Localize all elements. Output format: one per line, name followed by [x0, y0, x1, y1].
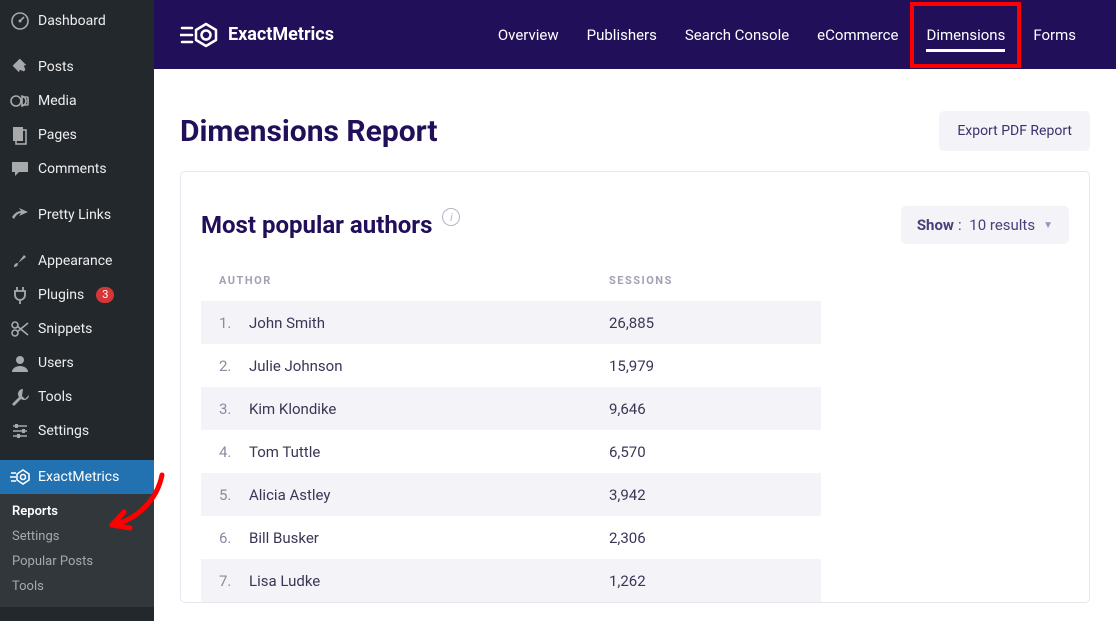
sidebar-item-label: Tools: [38, 389, 72, 405]
sidebar-item-pages[interactable]: Pages: [0, 118, 154, 152]
brand-logo-icon: [180, 21, 218, 49]
table-row: 1.John Smith26,885: [201, 301, 821, 344]
row-sessions: 1,262: [609, 572, 821, 590]
sidebar-item-label: Dashboard: [38, 13, 106, 29]
sidebar-item-label: Pages: [38, 127, 77, 143]
th-author: AUTHOR: [219, 274, 609, 287]
nav-overview[interactable]: Overview: [484, 4, 573, 66]
sidebar-item-snippets[interactable]: Snippets: [0, 312, 154, 346]
row-number: 5.: [219, 486, 249, 504]
comment-icon: [10, 159, 30, 179]
row-author: Julie Johnson: [249, 357, 609, 375]
sidebar-item-label: Pretty Links: [38, 207, 111, 223]
wp-admin-sidebar: Dashboard Posts Media Pages Comments Pretty L…: [0, 0, 154, 621]
row-number: 7.: [219, 572, 249, 590]
sidebar-item-label: Comments: [38, 161, 107, 177]
table-row: 6.Bill Busker2,306: [201, 516, 821, 559]
brand-label: ExactMetrics: [228, 24, 334, 45]
page-title: Dimensions Report: [180, 114, 438, 149]
pin-icon: [10, 57, 30, 77]
row-author: Tom Tuttle: [249, 443, 609, 461]
sliders-icon: [10, 421, 30, 441]
row-author: Lisa Ludke: [249, 572, 609, 590]
row-author: Kim Klondike: [249, 400, 609, 418]
sidebar-item-appearance[interactable]: Appearance: [0, 244, 154, 278]
sidebar-item-comments[interactable]: Comments: [0, 152, 154, 186]
row-number: 6.: [219, 529, 249, 547]
row-sessions: 9,646: [609, 400, 821, 418]
submenu-item-popular-posts[interactable]: Popular Posts: [0, 549, 154, 574]
row-number: 3.: [219, 400, 249, 418]
info-icon[interactable]: i: [442, 208, 460, 226]
sidebar-item-label: Appearance: [38, 253, 112, 269]
sidebar-item-dashboard[interactable]: Dashboard: [0, 4, 154, 38]
authors-table: AUTHOR SESSIONS 1.John Smith26,8852.Juli…: [201, 274, 821, 602]
wrench-icon: [10, 387, 30, 407]
row-number: 4.: [219, 443, 249, 461]
sidebar-item-label: Posts: [38, 59, 74, 75]
sidebar-item-label: ExactMetrics: [38, 469, 119, 485]
wp-submenu: ReportsSettingsPopular PostsTools: [0, 494, 154, 607]
table-row: 5.Alicia Astley3,942: [201, 473, 821, 516]
row-number: 1.: [219, 314, 249, 332]
submenu-item-settings[interactable]: Settings: [0, 524, 154, 549]
section-title: Most popular authors: [201, 211, 432, 239]
nav-search-console[interactable]: Search Console: [671, 4, 803, 66]
content: Dimensions Report Export PDF Report Most…: [154, 69, 1116, 621]
sidebar-item-label: Plugins: [38, 287, 84, 303]
row-sessions: 6,570: [609, 443, 821, 461]
brand: ExactMetrics: [180, 21, 334, 49]
dashboard-icon: [10, 11, 30, 31]
media-icon: [10, 91, 30, 111]
pages-icon: [10, 125, 30, 145]
prettylinks-icon: [10, 205, 30, 225]
table-row: 4.Tom Tuttle6,570: [201, 430, 821, 473]
em-topnav: ExactMetrics OverviewPublishersSearch Co…: [154, 0, 1116, 69]
nav-publishers[interactable]: Publishers: [573, 4, 671, 66]
row-sessions: 3,942: [609, 486, 821, 504]
nav-dimensions[interactable]: Dimensions: [912, 4, 1019, 66]
row-sessions: 26,885: [609, 314, 821, 332]
sidebar-item-media[interactable]: Media: [0, 84, 154, 118]
sidebar-item-posts[interactable]: Posts: [0, 50, 154, 84]
th-sessions: SESSIONS: [609, 274, 821, 287]
export-pdf-button[interactable]: Export PDF Report: [939, 111, 1090, 151]
chevron-down-icon: ▼: [1043, 220, 1053, 231]
sidebar-item-plugins[interactable]: Plugins 3: [0, 278, 154, 312]
update-badge: 3: [96, 287, 114, 303]
sidebar-item-pretty-links[interactable]: Pretty Links: [0, 198, 154, 232]
submenu-item-reports[interactable]: Reports: [0, 499, 154, 524]
plug-icon: [10, 285, 30, 305]
sidebar-item-tools[interactable]: Tools: [0, 380, 154, 414]
sidebar-item-label: Users: [38, 355, 74, 371]
sidebar-item-label: Settings: [38, 423, 89, 439]
sidebar-item-settings[interactable]: Settings: [0, 414, 154, 448]
sidebar-item-label: Snippets: [38, 321, 92, 337]
user-icon: [10, 353, 30, 373]
nav-ecommerce[interactable]: eCommerce: [803, 4, 912, 66]
show-label: Show: [917, 216, 954, 234]
show-value: 10 results: [969, 216, 1035, 234]
authors-card: Most popular authors i Show: 10 results …: [180, 171, 1090, 603]
table-row: 7.Lisa Ludke1,262: [201, 559, 821, 602]
brush-icon: [10, 251, 30, 271]
row-author: Alicia Astley: [249, 486, 609, 504]
row-author: Bill Busker: [249, 529, 609, 547]
sidebar-item-users[interactable]: Users: [0, 346, 154, 380]
sidebar-item-label: Media: [38, 93, 77, 109]
row-author: John Smith: [249, 314, 609, 332]
em-icon: [10, 467, 30, 487]
table-row: 2.Julie Johnson15,979: [201, 344, 821, 387]
snippets-icon: [10, 319, 30, 339]
row-number: 2.: [219, 357, 249, 375]
row-sessions: 2,306: [609, 529, 821, 547]
sidebar-item-exactmetrics[interactable]: ExactMetrics: [0, 460, 154, 494]
row-sessions: 15,979: [609, 357, 821, 375]
nav-forms[interactable]: Forms: [1019, 4, 1090, 66]
submenu-item-tools[interactable]: Tools: [0, 574, 154, 599]
show-results-dropdown[interactable]: Show: 10 results ▼: [901, 206, 1069, 244]
table-row: 3.Kim Klondike9,646: [201, 387, 821, 430]
